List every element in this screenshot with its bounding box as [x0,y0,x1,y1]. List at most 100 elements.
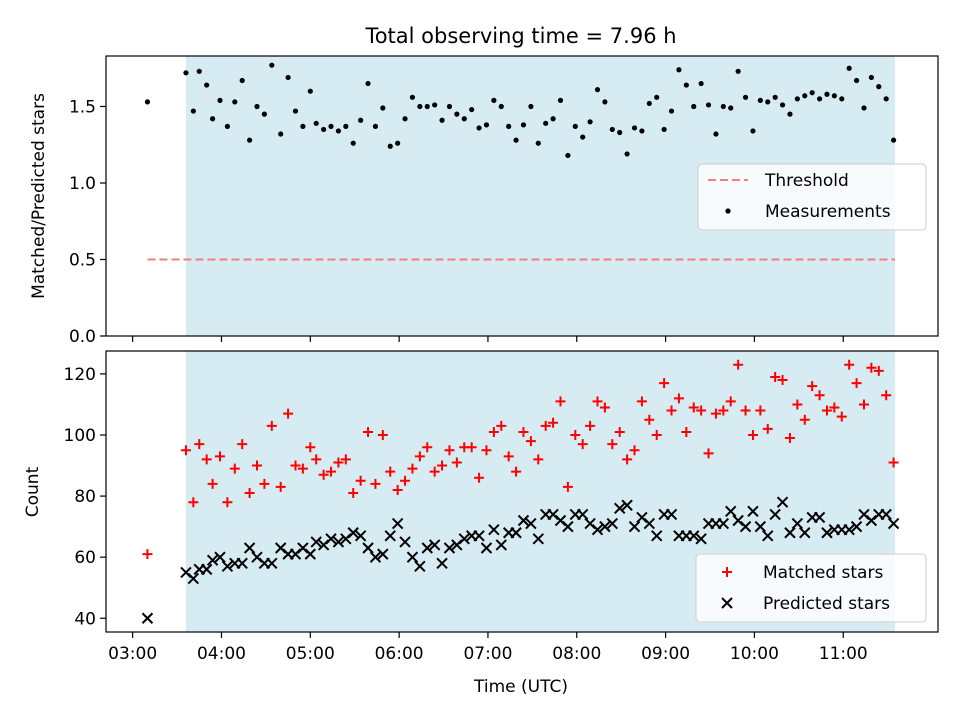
xtick-label: 09:00 [641,644,690,664]
matched-point [518,426,529,437]
measurement-point [483,122,490,128]
measurement-point [890,137,897,143]
measurement-point [402,116,408,122]
matched-point [429,466,440,477]
predicted-point [221,560,234,573]
measurement-point [676,67,682,73]
matched-point [194,439,205,450]
matched-point [688,402,699,413]
predicted-point [347,527,359,539]
measurement-point [742,94,749,100]
legend-matched-swatch [722,567,732,577]
predicted-point [762,530,774,542]
measurement-point [668,108,675,114]
predicted-point [754,520,767,533]
measurement-point [713,131,719,137]
matched-point [844,359,855,370]
measurement-point [594,87,601,93]
predicted-point [414,560,426,573]
legend-matched-label: Matched stars [763,563,883,583]
legend-measurements-swatch [725,208,731,214]
measurement-point [565,152,571,159]
figure-title: Total observing time = 7.96 h [364,24,676,48]
measurement-point [853,77,860,84]
measurement-point [144,99,151,105]
legend-measurements-label: Measurements [765,202,891,222]
measurement-point [550,116,556,122]
matched-point [283,408,294,419]
measurement-point [779,102,786,108]
matched-point [644,414,655,425]
matched-point [866,362,877,373]
matched-point [636,396,647,407]
xtick-label: 11:00 [819,644,868,664]
matched-point [666,405,677,416]
matched-point [142,549,153,560]
predicted-point [473,530,485,542]
measurement-point [883,96,889,102]
predicted-point [243,542,256,554]
measurement-point [846,65,852,71]
top-panel: 0.0 0.5 1.0 1.5 Matched/Predicted stars Thr… [29,55,939,347]
top-axes-frame [105,55,939,337]
measurement-point [476,125,482,131]
measurement-point [572,123,578,129]
top-ytick-label: 0.0 [69,327,96,347]
bottom-axes-frame [105,350,939,633]
matched-point [385,466,396,477]
measurement-point [432,102,438,108]
matched-point [444,445,455,456]
matched-point [577,439,588,450]
predicted-point [266,557,278,569]
measurement-point [535,140,541,146]
xtick-label: 06:00 [375,644,424,664]
matched-point [614,426,625,437]
top-legend-frame [697,163,927,231]
matched-point [540,420,551,431]
measurement-point [802,93,808,99]
measurement-point [313,120,319,126]
measurement-point [239,77,245,84]
measurement-point [772,94,778,100]
measurement-point [705,102,712,108]
measurement-point [417,103,423,110]
predicted-point [480,542,493,554]
predicted-point [784,527,796,539]
measurement-point [868,74,874,81]
matched-point [297,463,308,474]
matched-point [851,378,862,389]
predicted-point [495,539,507,551]
matched-point [305,442,316,453]
matched-point [592,396,603,407]
measurement-point [506,123,512,129]
xtick-label: 05:00 [286,644,335,664]
matched-point [659,378,670,389]
matched-point [533,454,544,465]
predicted-point [599,520,611,533]
measurement-point [587,119,593,125]
measurement-point [831,93,837,99]
matched-point [525,436,536,447]
predicted-point [821,527,833,539]
xtick-label: 04:00 [197,644,246,664]
measurement-point [190,108,196,114]
matched-point [222,497,233,508]
measurement-point [439,117,445,123]
measurement-point [424,103,430,110]
matched-point [777,375,788,386]
matched-point [807,381,818,392]
xtick-label: 08:00 [552,644,601,664]
matched-point [503,451,514,462]
measurement-point [624,151,630,157]
predicted-point [406,551,419,563]
measurement-point [787,111,793,117]
measurement-point [387,143,393,149]
measurement-point [631,125,638,131]
measurement-point [520,122,527,128]
matched-point [451,457,462,468]
matched-point [755,405,766,416]
matched-point [237,439,248,450]
measurement-point [646,100,652,107]
xtick-label: 10:00 [730,644,779,664]
